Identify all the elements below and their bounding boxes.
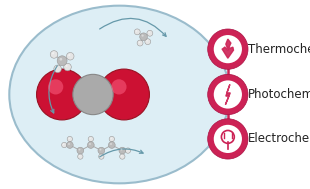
Circle shape bbox=[78, 154, 83, 159]
Circle shape bbox=[37, 69, 87, 120]
Circle shape bbox=[69, 138, 70, 139]
Text: Electrochemical: Electrochemical bbox=[248, 132, 310, 145]
Circle shape bbox=[214, 80, 242, 109]
Circle shape bbox=[77, 147, 84, 154]
Circle shape bbox=[208, 74, 248, 115]
Circle shape bbox=[134, 29, 140, 35]
Circle shape bbox=[109, 136, 114, 142]
Circle shape bbox=[136, 30, 137, 32]
Circle shape bbox=[108, 142, 115, 148]
Circle shape bbox=[148, 32, 150, 33]
Circle shape bbox=[146, 40, 148, 42]
Circle shape bbox=[111, 79, 126, 94]
Circle shape bbox=[60, 58, 62, 61]
Circle shape bbox=[54, 65, 61, 73]
Circle shape bbox=[48, 79, 63, 94]
Circle shape bbox=[87, 142, 94, 148]
Circle shape bbox=[57, 56, 67, 66]
Circle shape bbox=[88, 136, 94, 142]
Circle shape bbox=[139, 41, 140, 43]
Circle shape bbox=[55, 67, 58, 69]
Circle shape bbox=[68, 143, 70, 145]
Text: Thermochemical: Thermochemical bbox=[248, 43, 310, 56]
Circle shape bbox=[68, 54, 70, 56]
Circle shape bbox=[147, 30, 153, 36]
Polygon shape bbox=[222, 39, 233, 58]
Circle shape bbox=[145, 39, 151, 45]
Circle shape bbox=[79, 155, 80, 156]
Circle shape bbox=[52, 52, 54, 54]
Circle shape bbox=[110, 143, 112, 145]
Circle shape bbox=[73, 74, 113, 115]
Circle shape bbox=[63, 143, 64, 145]
Circle shape bbox=[66, 142, 73, 148]
Circle shape bbox=[100, 149, 101, 150]
Circle shape bbox=[126, 149, 128, 151]
Polygon shape bbox=[225, 84, 230, 105]
Circle shape bbox=[78, 149, 80, 150]
Circle shape bbox=[214, 125, 242, 153]
Circle shape bbox=[67, 136, 73, 142]
Text: Photochemical: Photochemical bbox=[248, 88, 310, 101]
Circle shape bbox=[89, 138, 91, 139]
Circle shape bbox=[64, 63, 71, 71]
Circle shape bbox=[62, 142, 67, 148]
Circle shape bbox=[98, 147, 105, 154]
Circle shape bbox=[140, 33, 148, 41]
Circle shape bbox=[121, 149, 122, 150]
Circle shape bbox=[214, 35, 242, 63]
Circle shape bbox=[65, 65, 68, 67]
Circle shape bbox=[137, 40, 143, 46]
Circle shape bbox=[121, 155, 122, 156]
Circle shape bbox=[99, 69, 149, 120]
Circle shape bbox=[208, 119, 248, 159]
Circle shape bbox=[119, 147, 126, 154]
Circle shape bbox=[208, 29, 248, 69]
Circle shape bbox=[100, 155, 101, 156]
Circle shape bbox=[99, 154, 104, 159]
Circle shape bbox=[66, 53, 74, 60]
Circle shape bbox=[142, 35, 144, 37]
Circle shape bbox=[125, 148, 131, 153]
Circle shape bbox=[120, 154, 125, 159]
Ellipse shape bbox=[9, 6, 229, 183]
Circle shape bbox=[50, 51, 58, 58]
Circle shape bbox=[89, 143, 91, 145]
Circle shape bbox=[110, 138, 112, 139]
